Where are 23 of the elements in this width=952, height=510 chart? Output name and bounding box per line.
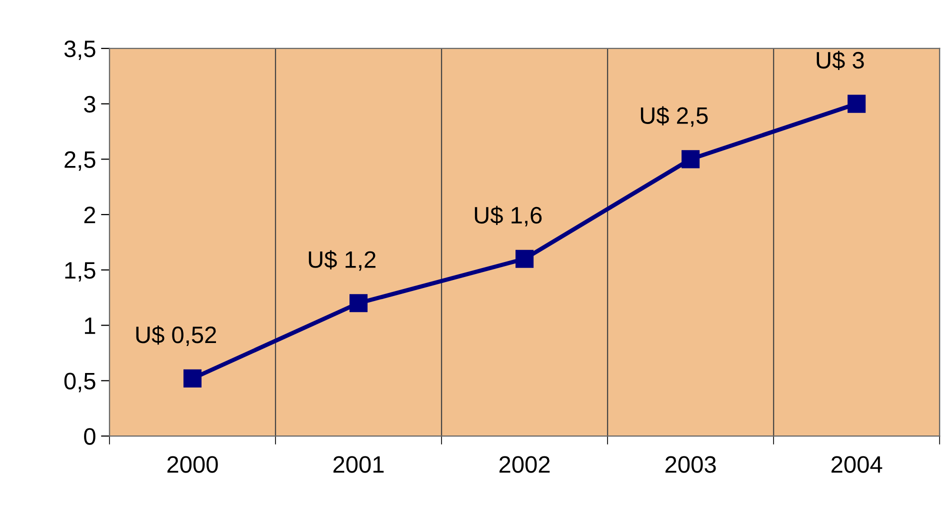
data-label: U$ 0,52 xyxy=(136,326,216,346)
x-tick-label: 2001 xyxy=(333,456,384,473)
x-tick-label: 2002 xyxy=(499,456,550,473)
point xyxy=(848,94,866,113)
y-tick-label: 0 xyxy=(84,428,96,445)
data-label: U$ 3 xyxy=(816,50,864,70)
point xyxy=(349,294,368,312)
data-label: U$ 2,5 xyxy=(640,106,708,127)
y-tick-label: 1 xyxy=(84,318,96,334)
point xyxy=(682,150,700,168)
data-label: U$ 1,2 xyxy=(308,250,376,271)
point xyxy=(516,250,534,268)
x-tick-label: 2000 xyxy=(167,456,218,473)
y-tick-label: 0,5 xyxy=(64,372,96,392)
y-tick-label: 2 xyxy=(84,206,96,224)
x-tick-label: 2004 xyxy=(832,456,882,473)
point xyxy=(183,369,202,388)
y-tick-label: 3 xyxy=(84,96,96,113)
x-tick-label: 2003 xyxy=(666,456,716,473)
y-tick-label: 1,5 xyxy=(65,262,96,282)
y-tick-label: 3,5 xyxy=(64,40,96,60)
data-label: U$ 1,6 xyxy=(474,206,542,226)
y-tick-label: 2,5 xyxy=(64,151,96,171)
